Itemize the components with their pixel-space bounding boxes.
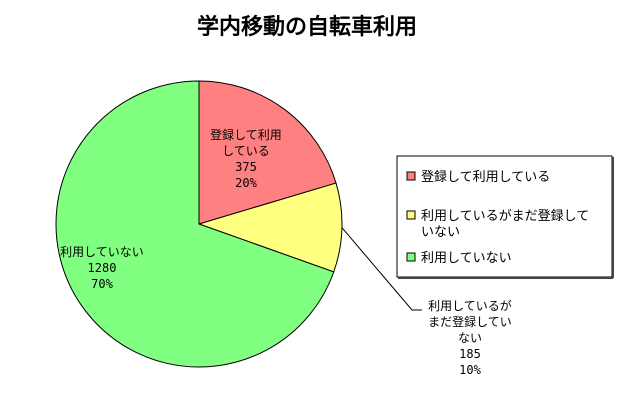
legend-swatch-3 <box>406 252 416 262</box>
legend-swatch-1 <box>406 171 416 181</box>
pie-slices <box>55 80 343 368</box>
legend-label-2: 利用しているがまだ登録していない <box>421 209 589 240</box>
leader-line <box>341 227 422 311</box>
pie-slice-3 <box>55 80 335 368</box>
slice-label-3: 利用していない 1280 70% <box>60 245 144 291</box>
slice-label-2: 利用しているがまだ登録していない 185 10% <box>428 298 512 377</box>
legend-swatch-2 <box>406 210 416 220</box>
leader-lines <box>341 227 422 311</box>
legend-label-3: 利用していない <box>421 251 512 266</box>
slice-labels: 登録して利用している 375 20% 利用しているがまだ登録していない 185 10% 利用… <box>60 127 512 377</box>
legend-label-1: 登録して利用している <box>421 170 550 185</box>
chart-title: 学内移動の自転車利用 <box>197 14 417 40</box>
pie-slice-1 <box>198 80 337 225</box>
pie-slice-2 <box>197 182 343 273</box>
legend-box <box>396 155 613 278</box>
slice-label-1: 登録して利用している 375 20% <box>210 127 282 190</box>
